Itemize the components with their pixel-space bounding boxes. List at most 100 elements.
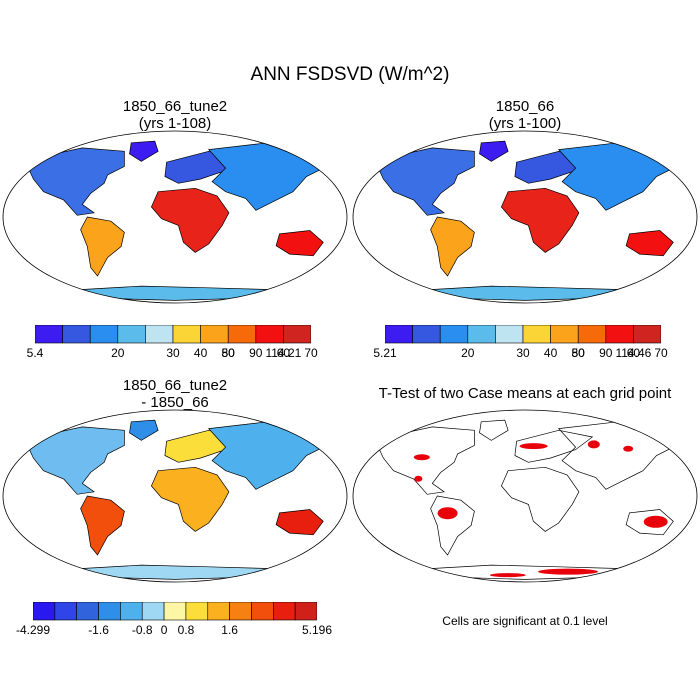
colorbar-label: 20 <box>461 346 475 360</box>
colorbar-swatch <box>229 602 252 621</box>
colorbar-swatch <box>294 602 317 621</box>
colorbar-swatch <box>33 602 56 621</box>
colorbar-case1-labels: 5.4 20 30 40 50 60 70 80 90 114.21 <box>27 346 318 362</box>
panel-title-diff-line1: 1850_66_tune2 <box>122 377 228 394</box>
continent-southAmerica-case2 <box>430 216 475 277</box>
colorbar-swatch <box>172 325 201 344</box>
colorbar-diff-labels: -4.299 -1.6 -0.8 0 0.8 1.6 5.196 <box>16 623 332 639</box>
colorbar-case1 <box>35 325 311 344</box>
continent-africa-case2 <box>500 187 580 253</box>
panel-title-case2: 1850_66 (yrs 1-100) <box>380 98 670 132</box>
colorbar-swatch <box>550 325 579 344</box>
colorbar-swatch <box>412 325 441 344</box>
continent-greenland-ttest <box>479 419 509 441</box>
map-border-diff <box>2 409 348 583</box>
colorbar-label: 114.46 <box>615 346 652 360</box>
colorbar-label: 0.8 <box>177 623 195 637</box>
colorbar-label: 5.4 <box>26 346 44 360</box>
significant-cells-1 <box>643 515 668 528</box>
significant-cells-7 <box>623 445 634 452</box>
significant-cells-6 <box>587 440 600 449</box>
colorbar-swatch <box>200 325 229 344</box>
colorbar-label: 50 <box>571 346 585 360</box>
continent-antarctica-diff <box>81 564 269 580</box>
colorbar-swatch <box>163 602 187 621</box>
continent-africa-case1 <box>150 187 230 253</box>
continent-europe-ttest <box>514 429 594 463</box>
panel-title-case2-line2: (yrs 1-100) <box>488 115 562 132</box>
colorbar-swatch <box>439 325 469 344</box>
colorbar-swatch <box>577 325 607 344</box>
continent-africa-diff <box>150 466 230 532</box>
continent-australia-case2 <box>625 230 674 257</box>
colorbar-label: 50 <box>221 346 235 360</box>
colorbar-swatch <box>117 325 146 344</box>
significant-cells-2 <box>519 443 548 450</box>
colorbar-label: 80 <box>571 346 585 360</box>
panel-title-case1-line2: (yrs 1-108) <box>138 115 212 132</box>
colorbar-swatch <box>141 602 165 621</box>
map-panel-case1 <box>2 130 348 304</box>
continent-greenland-diff <box>129 419 159 441</box>
continent-africa-ttest <box>500 466 580 532</box>
panel-title-ttest-line1: T-Test of two Case means at each grid po… <box>378 385 672 402</box>
colorbar-label: -0.8 <box>131 623 153 637</box>
continent-northAmerica-case1 <box>26 147 125 216</box>
continent-southAmerica-ttest <box>430 495 475 556</box>
continent-southAmerica-diff <box>80 495 125 556</box>
continent-greenland-case2 <box>479 140 509 162</box>
colorbar-swatch <box>495 325 524 344</box>
colorbar-label: -1.6 <box>88 623 109 637</box>
colorbar-label: 70 <box>654 346 668 360</box>
continent-australia-ttest <box>625 509 674 536</box>
continent-northAmerica-diff <box>26 426 125 495</box>
colorbar-swatch <box>207 602 230 621</box>
panel-title-case1: 1850_66_tune2 (yrs 1-108) <box>30 98 320 132</box>
colorbar-swatch <box>54 602 78 621</box>
colorbar-diff <box>33 602 317 621</box>
map-panel-diff <box>2 409 348 583</box>
colorbar-swatch <box>283 325 311 344</box>
map-border-case2 <box>352 130 698 304</box>
continent-greenland-case1 <box>129 140 159 162</box>
colorbar-label: 20 <box>111 346 125 360</box>
panel-title-diff-line2: - 1850_66 <box>141 394 209 411</box>
colorbar-swatch <box>62 325 91 344</box>
continent-australia-diff <box>275 509 324 536</box>
panel-title-case2-line1: 1850_66 <box>495 98 555 115</box>
colorbar-label: 70 <box>304 346 318 360</box>
continent-antarctica-case2 <box>431 285 619 301</box>
continent-northAmerica-case2 <box>376 147 475 216</box>
colorbar-swatch <box>467 325 496 344</box>
colorbar-label: 5.196 <box>301 623 333 637</box>
map-panel-case2 <box>352 130 698 304</box>
colorbar-label: 90 <box>599 346 613 360</box>
colorbar-label: 114.21 <box>265 346 302 360</box>
continent-australia-case1 <box>275 230 324 257</box>
significant-cells-0 <box>437 507 458 520</box>
colorbar-swatch <box>255 325 284 344</box>
colorbar-label: 60 <box>276 346 291 360</box>
colorbar-label: -4.299 <box>15 623 51 637</box>
colorbar-label: 30 <box>516 346 530 360</box>
continent-southAmerica-case1 <box>80 216 125 277</box>
panel-title-case1-line1: 1850_66_tune2 <box>122 98 228 115</box>
colorbar-swatch <box>385 325 413 344</box>
continent-asia-case1 <box>207 142 331 211</box>
colorbar-label: 40 <box>543 346 558 360</box>
significant-cells-8 <box>414 475 423 482</box>
colorbar-label: 5.21 <box>373 346 397 360</box>
continent-northAmerica-ttest <box>376 426 475 495</box>
colorbar-swatch <box>605 325 634 344</box>
continent-antarctica-case1 <box>81 285 269 301</box>
panel-title-ttest: T-Test of two Case means at each grid po… <box>352 385 698 402</box>
map-border-ttest <box>352 409 698 583</box>
significant-cells-5 <box>489 573 526 578</box>
colorbar-label: 1.6 <box>221 623 238 637</box>
colorbar-case2 <box>385 325 661 344</box>
significant-cells-3 <box>413 454 430 461</box>
colorbar-swatch <box>76 602 99 621</box>
colorbar-label: 0 <box>160 623 168 637</box>
continent-asia-ttest <box>557 421 681 490</box>
